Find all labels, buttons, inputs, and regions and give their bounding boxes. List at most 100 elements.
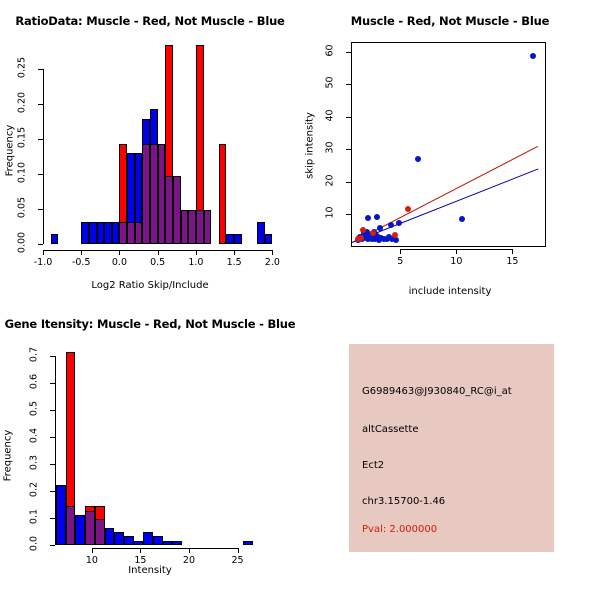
ratio-hist-x-tick-label: 2.0	[264, 257, 280, 268]
info-event-type: altCassette	[362, 424, 419, 435]
scatter-y-tick-label: 10	[324, 206, 336, 219]
scatter-point-red	[391, 232, 398, 239]
ratio-hist-y-tick	[38, 104, 43, 105]
ratio-hist-bar-blue	[226, 233, 235, 244]
scatter-point-blue	[392, 236, 399, 243]
gene-hist-y-tick-label: 0.1	[28, 508, 40, 525]
scatter-plot-frame	[351, 42, 546, 247]
scatter-y-tick-label: 30	[324, 141, 336, 154]
gene-hist-y-tick-label: 0.2	[28, 481, 40, 498]
ratio-histogram-y-label: Frequency	[4, 124, 16, 177]
gene-hist-y-tick	[50, 410, 55, 412]
gene-hist-x-tick	[237, 548, 239, 553]
scatter-y-tick	[346, 149, 351, 151]
gene-hist-bar-overlap	[94, 519, 105, 545]
scatter-point-red	[357, 234, 364, 241]
scatter-point-red	[370, 230, 377, 237]
gene-hist-y-tick	[50, 464, 55, 466]
scatter-point-blue	[458, 216, 465, 223]
ratio-hist-bar-blue	[81, 221, 89, 244]
ratio-histogram-x-label: Log2 Ratio Skip/Include	[91, 280, 209, 291]
gene-histogram-title: Gene Itensity: Muscle - Red, Not Muscle …	[4, 317, 296, 331]
gene-hist-y-tick-label: 0.7	[28, 347, 40, 363]
scatter-y-tick-label: 50	[324, 76, 336, 89]
gene-hist-x-tick-label: 10	[85, 555, 98, 566]
info-gene-symbol: Ect2	[362, 460, 385, 471]
scatter-x-axis-line	[400, 249, 513, 250]
gene-hist-bar-blue	[104, 527, 115, 545]
ratio-histogram-title: RatioData: Muscle - Red, Not Muscle - Bl…	[15, 14, 285, 28]
gene-hist-x-tick-label: 15	[134, 555, 147, 566]
ratio-hist-bar-overlap	[134, 221, 143, 244]
ratio-hist-bar-overlap	[157, 143, 166, 244]
ratio-histogram-plot-area: 0.00 0.05 0.10 0.15 0.20 0.25 -1.0 -0.5 0.0 0.5 1.…	[17, 44, 280, 268]
ratio-hist-bar-blue	[111, 221, 120, 244]
ratio-hist-bar-blue	[50, 233, 59, 244]
scatter-y-tick-label: 20	[324, 174, 336, 187]
gene-hist-x-tick-label: 20	[182, 555, 196, 566]
ratio-hist-bar-overlap	[150, 143, 158, 244]
scatter-point-blue	[380, 235, 387, 242]
scatter-point-blue	[396, 219, 403, 226]
gene-hist-y-tick	[50, 491, 55, 493]
gene-hist-y-tick	[50, 545, 55, 546]
gene-hist-y-tick	[50, 383, 55, 385]
gene-hist-bar-blue	[114, 532, 124, 545]
gene-hist-y-tick	[50, 356, 55, 358]
scatter-point-blue	[364, 215, 371, 222]
ratio-hist-x-tick	[157, 250, 159, 255]
ratio-hist-bar-overlap	[172, 176, 181, 244]
gene-hist-bar-blue	[75, 515, 86, 545]
ratio-hist-bar-blue	[96, 221, 105, 244]
ratio-hist-bar-blue	[234, 233, 242, 244]
gene-hist-bar-blue	[123, 536, 134, 545]
ratio-hist-x-tick-label: 1.0	[188, 257, 204, 268]
ratio-hist-x-tick	[81, 250, 83, 255]
ratio-hist-x-tick-label: -1.0	[33, 257, 53, 268]
gene-hist-y-tick	[50, 437, 55, 439]
ratio-hist-y-tick-label: 0.00	[16, 231, 28, 254]
ratio-hist-y-tick	[38, 244, 43, 245]
scatter-point-blue	[386, 234, 393, 241]
scatter-y-tick	[346, 214, 351, 216]
scatter-y-axis-line	[351, 51, 352, 215]
scatter-panel: Muscle - Red, Not Muscle - Blue skip int…	[300, 0, 600, 300]
ratio-hist-x-tick-label: 0.5	[150, 257, 166, 268]
scatter-point-blue	[388, 221, 395, 228]
ratio-hist-bar-blue	[104, 221, 112, 244]
info-pval: Pval: 2.000000	[362, 524, 438, 535]
scatter-x-tick-label: 5	[397, 256, 404, 267]
ratio-hist-bar-overlap	[203, 210, 212, 244]
ratio-hist-bar-red	[218, 143, 227, 244]
ratio-hist-y-tick-label: 0.25	[16, 56, 28, 79]
gene-histogram-panel: Gene Itensity: Muscle - Red, Not Muscle …	[0, 300, 300, 600]
ratio-histogram-panel: RatioData: Muscle - Red, Not Muscle - Bl…	[0, 0, 300, 300]
ratio-hist-x-tick	[272, 250, 274, 255]
ratio-hist-y-tick-label: 0.10	[16, 161, 28, 184]
gene-hist-bar-blue	[172, 540, 183, 545]
ratio-hist-x-tick	[43, 250, 44, 255]
gene-hist-bar-blue	[143, 532, 154, 545]
ratio-hist-bar-blue	[88, 221, 97, 244]
scatter-point-red	[360, 226, 367, 233]
scatter-x-tick	[512, 249, 514, 254]
gene-hist-bar-blue	[153, 536, 163, 545]
ratio-hist-bar-overlap	[195, 210, 204, 244]
ratio-hist-x-tick-label: 1.5	[226, 257, 242, 268]
scatter-point-blue	[377, 224, 384, 231]
scatter-y-tick-label: 40	[324, 109, 336, 122]
scatter-x-tick	[400, 249, 402, 254]
scatter-y-tick	[346, 181, 351, 183]
ratio-hist-bar-overlap	[127, 221, 135, 244]
gene-hist-bar-blue	[243, 540, 254, 545]
scatter-point-blue	[373, 214, 380, 221]
scatter-point-red	[405, 205, 412, 212]
ratio-hist-y-tick-label: 0.15	[16, 126, 28, 149]
gene-info-panel: G6989463@J930840_RC@i_at altCassette Ect…	[349, 344, 554, 552]
gene-hist-x-axis-line	[91, 548, 238, 549]
gene-hist-bar-blue	[162, 540, 173, 545]
gene-hist-y-tick-label: 0.4	[28, 428, 40, 444]
ratio-hist-y-axis-line	[43, 69, 44, 244]
scatter-title: Muscle - Red, Not Muscle - Blue	[350, 14, 550, 28]
ratio-hist-y-tick	[38, 174, 43, 175]
